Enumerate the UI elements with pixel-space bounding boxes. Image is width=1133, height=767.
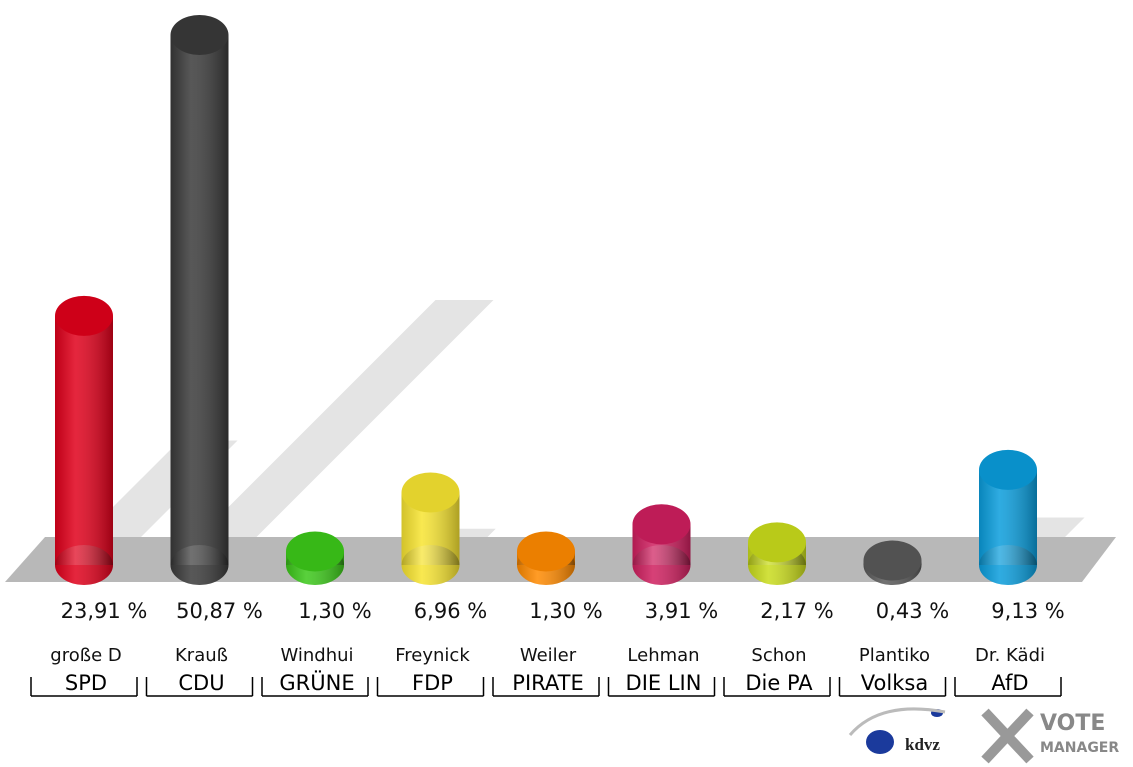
logo-vote: VOTE [1040,711,1105,736]
party-bracket [607,677,716,697]
bar-top [55,295,113,336]
logo-brand: kdvz [905,735,940,754]
value-label: 1,30 % [529,599,602,623]
candidate-label: große D [50,645,121,666]
value-label: 1,30 % [298,599,371,623]
bar-top-shade [55,295,113,336]
party-label: DIE LIN [626,671,702,695]
logo: kdvz VOTE MANAGER [848,707,1119,764]
party-label: Volksa [861,671,928,695]
bar-top-shade [286,531,344,572]
value-label: 50,87 % [176,599,263,623]
value-label: 0,43 % [876,599,949,623]
bar-top [863,540,922,581]
bar-top-shade [748,522,806,563]
party-label: CDU [178,671,224,695]
candidate-label: Dr. Kädi [975,645,1045,666]
value-label: 9,13 % [991,599,1064,623]
party-label: FDP [412,671,453,695]
candidate-label: Lehman [627,645,699,666]
candidate-label: Windhui [280,645,353,666]
bar-top-shade [517,531,575,572]
bar-shade [55,315,113,565]
value-label: 23,91 % [61,599,148,623]
bar-top [979,449,1037,490]
bar-shade [170,35,229,565]
party-label: GRÜNE [279,670,354,695]
party-label: SPD [65,671,107,695]
party-bracket [261,677,369,697]
party-bracket [954,677,1062,697]
party-label: AfD [991,671,1028,695]
bar-top-shade [170,15,229,55]
bar-top [286,531,344,572]
party-label: PIRATE [512,671,583,695]
bar-top [632,504,691,545]
party-label: Die PA [745,671,813,695]
candidate-label: Schon [751,645,806,666]
party-bracket [145,677,254,697]
party-bracket [723,677,831,697]
candidate-label: Plantiko [859,645,930,666]
candidate-label: Freynick [395,645,470,666]
bar-top [748,522,806,563]
bar-top-shade [979,449,1037,490]
party-bracket [838,677,947,697]
party-bracket [376,677,485,697]
value-label: 2,17 % [760,599,833,623]
bar-top [401,472,460,513]
party-bracket [30,677,138,697]
bar-shadow [170,300,494,565]
value-label: 3,91 % [645,599,718,623]
candidate-label: Weiler [520,645,577,666]
party-bracket [492,677,600,697]
bar-top [517,531,575,572]
bar-top-shade [863,540,922,581]
value-label: 6,96 % [414,599,487,623]
bar-top-shade [632,504,691,545]
logo-manager: MANAGER [1040,740,1119,756]
candidate-label: Krauß [175,645,228,666]
bar-top [170,15,229,55]
bar-top-shade [401,472,460,513]
